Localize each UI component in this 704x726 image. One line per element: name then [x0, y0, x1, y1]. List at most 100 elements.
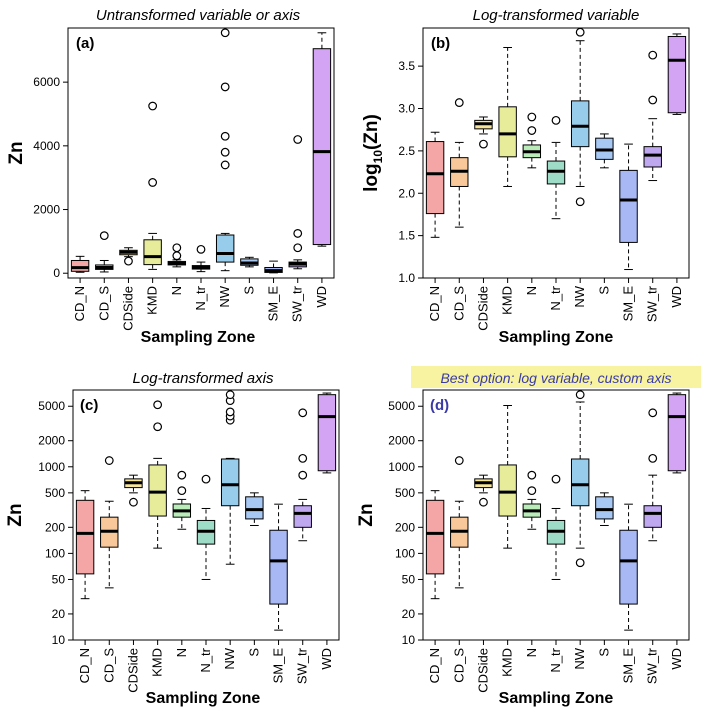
box-SW_tr	[288, 135, 307, 270]
box-S	[240, 256, 259, 268]
panel-b-title: Log-transformed variable	[473, 7, 640, 24]
box-CD_S	[95, 231, 114, 273]
box-WD	[667, 33, 687, 115]
x-tick-label: WD	[669, 286, 684, 308]
outlier-point	[648, 453, 658, 463]
outlier-point	[454, 98, 464, 107]
x-tick-label: KMD	[145, 286, 160, 315]
outlier-point	[527, 486, 537, 496]
outlier-point	[129, 497, 138, 507]
x-tick-label: SM_E	[621, 286, 636, 322]
y-tick-label: 50	[402, 572, 416, 586]
x-tick-label: CD_N	[427, 648, 442, 683]
y-tick-label: 100	[45, 546, 65, 560]
outlier-point	[575, 390, 585, 400]
panel-b-boxes	[425, 27, 687, 271]
x-tick-label: CDSide	[125, 648, 140, 693]
box-iqr	[425, 499, 445, 575]
outlier-point	[172, 243, 182, 253]
panel-d-y-axis: 10 20 50 100 200 500 1000 2000 5000	[388, 399, 423, 647]
box-N_tr	[546, 115, 566, 220]
panel-c-xlabel: Sampling Zone	[146, 690, 261, 707]
box-KMD	[498, 46, 517, 187]
outlier-point	[196, 244, 206, 254]
y-tick-label: 10	[52, 633, 66, 647]
y-tick-label: 5000	[38, 399, 65, 413]
outlier-point	[575, 27, 585, 37]
box-iqr	[143, 239, 162, 266]
box-iqr	[667, 394, 687, 472]
panel-a-title: Untransformed variable or axis	[96, 7, 301, 24]
x-tick-label: CD_S	[101, 648, 116, 683]
outlier-point	[220, 82, 230, 92]
box-SM_E	[619, 503, 638, 631]
outlier-point	[220, 131, 230, 141]
x-tick-label: KMD	[500, 286, 515, 315]
box-KMD	[148, 400, 167, 549]
box-SM_E	[264, 260, 283, 274]
outlier-point	[648, 95, 658, 105]
panel-b-label: (b)	[431, 35, 450, 52]
box-iqr	[293, 505, 312, 528]
panel-a-xlabel: Sampling Zone	[141, 329, 256, 346]
x-tick-label: WD	[314, 286, 329, 308]
outlier-point	[220, 147, 230, 157]
y-tick-label: 3.0	[398, 102, 415, 116]
x-tick-label: CDSide	[120, 286, 135, 331]
box-N_tr	[191, 244, 211, 273]
panel-c-title: Log-transformed axis	[133, 370, 274, 387]
y-tick-label: 2.5	[398, 144, 415, 158]
box-iqr	[643, 505, 662, 528]
box-NW	[220, 390, 240, 565]
box-NW	[215, 28, 235, 272]
outlier-point	[104, 456, 114, 465]
x-tick-label: S	[241, 286, 256, 295]
outlier-point	[527, 126, 537, 135]
outlier-point	[648, 50, 658, 60]
x-tick-label: WD	[669, 648, 684, 670]
y-tick-label: 2.0	[398, 186, 415, 200]
outlier-point	[153, 400, 163, 410]
box-CDSide	[124, 474, 143, 507]
box-CDSide	[474, 474, 493, 507]
panel-d-xlabel: Sampling Zone	[499, 690, 614, 707]
panel-b-ylabel-base: 10	[371, 150, 385, 164]
x-tick-label: CD_S	[451, 286, 466, 321]
x-tick-label: CD_N	[72, 286, 87, 321]
outlier-point	[298, 408, 308, 418]
box-WD	[317, 392, 337, 474]
box-S	[595, 492, 614, 526]
y-tick-label: 0	[53, 266, 60, 280]
y-tick-label: 1000	[38, 460, 65, 474]
outlier-point	[220, 28, 230, 38]
x-tick-label: SM_E	[621, 648, 636, 684]
panel-c-x-axis: CD_N CD_S CDSide KMD N N_tr NW S SM_E SW_tr WD	[77, 640, 334, 693]
panel-b-y-axis: 1.0 1.5 2.0 2.5 3.0 3.5	[398, 59, 423, 285]
outlier-point	[293, 229, 303, 238]
box-iqr	[317, 394, 337, 472]
y-tick-label: 4000	[33, 139, 60, 153]
box-iqr	[570, 458, 590, 507]
box-CD_N	[75, 490, 95, 600]
x-tick-label: KMD	[150, 648, 165, 677]
box-WD	[667, 392, 687, 474]
x-tick-label: N_tr	[193, 285, 208, 310]
panel-d-ylabel: Zn	[356, 503, 377, 526]
box-NW	[570, 390, 590, 568]
x-tick-label: WD	[319, 648, 334, 670]
outlier-point	[293, 243, 303, 253]
outlier-point	[220, 160, 230, 170]
box-iqr	[595, 496, 614, 520]
y-tick-label: 2000	[388, 434, 415, 448]
outlier-point	[527, 112, 537, 122]
x-tick-label: N_tr	[548, 647, 563, 672]
box-iqr	[269, 529, 288, 605]
box-CD_S	[450, 98, 469, 228]
panel-c-label: (c)	[80, 397, 98, 414]
y-tick-label: 2000	[33, 203, 60, 217]
y-tick-label: 200	[395, 520, 415, 534]
box-iqr	[619, 169, 638, 243]
box-iqr	[643, 146, 662, 168]
